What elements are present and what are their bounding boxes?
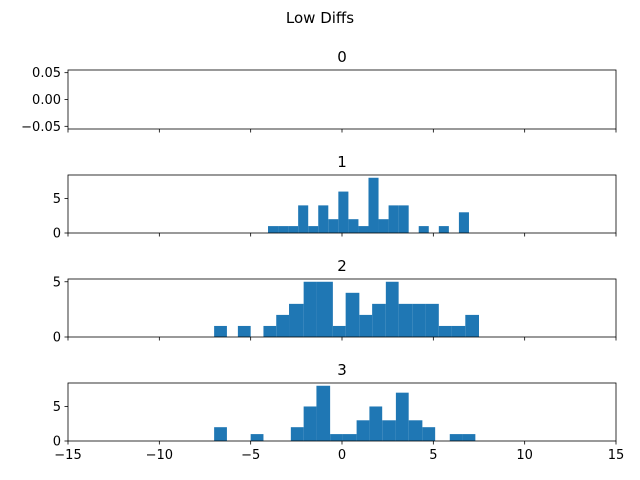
- histogram-bar: [378, 219, 389, 233]
- histogram-bar: [438, 226, 449, 233]
- histogram-bar: [368, 177, 379, 233]
- histogram-bar: [214, 427, 227, 441]
- histogram-bar: [359, 314, 373, 337]
- histogram-bar: [332, 325, 346, 337]
- histogram-bar: [395, 392, 409, 441]
- histogram-bar: [356, 420, 370, 441]
- subplot-1: 1 0 5: [53, 153, 617, 242]
- x-tick-label: 0: [338, 448, 346, 463]
- histogram-bar: [237, 325, 251, 337]
- histogram-bar: [316, 281, 333, 337]
- x-tick-label: −10: [146, 448, 173, 463]
- histogram-bar: [369, 406, 383, 441]
- histogram-bar: [345, 292, 360, 337]
- y-tick-label: 5: [53, 275, 61, 290]
- histogram-bar: [276, 314, 290, 337]
- histogram-bar: [388, 205, 399, 233]
- histogram-bar: [330, 434, 343, 441]
- histogram-bar: [425, 303, 439, 337]
- histogram-bar: [412, 303, 426, 337]
- histogram-bar: [449, 434, 463, 441]
- histogram-bar: [268, 226, 279, 233]
- x-tick-label: −15: [54, 448, 81, 463]
- histogram-bar: [214, 325, 227, 337]
- subplot-title: 1: [337, 153, 347, 171]
- x-tick-label: −5: [241, 448, 260, 463]
- y-tick-label: 0.00: [32, 93, 61, 108]
- axes-frame: [67, 69, 617, 130]
- histogram-bar: [290, 427, 304, 441]
- x-tick-label: 15: [608, 448, 625, 463]
- subplot-title: 3: [337, 361, 347, 379]
- histogram-bar: [458, 212, 469, 233]
- histogram-bar: [342, 434, 357, 441]
- histogram-bar: [348, 219, 359, 233]
- histogram-bar: [451, 325, 466, 337]
- subplot-0: 0 0.05 0.00 −0.05: [21, 48, 617, 135]
- histogram-bar: [308, 226, 319, 233]
- histogram-bar: [289, 303, 304, 337]
- axes-frame: [67, 382, 617, 442]
- histogram-bar: [372, 303, 386, 337]
- y-tick-label: 5: [53, 192, 61, 207]
- figure-title: Low Diffs: [286, 9, 354, 27]
- histogram-bar: [263, 325, 277, 337]
- subplot-title: 0: [337, 48, 347, 66]
- histogram-bar: [298, 205, 309, 233]
- x-tick-label: 10: [516, 448, 533, 463]
- histogram-bar: [288, 226, 299, 233]
- histogram-bar: [398, 205, 409, 233]
- histogram-bar: [465, 314, 479, 337]
- y-tick-label: 5: [53, 400, 61, 415]
- histogram-bar: [382, 420, 396, 441]
- histogram-bar: [398, 303, 413, 337]
- histogram-bar: [438, 325, 452, 337]
- histogram-bar: [462, 434, 476, 441]
- histogram-bar: [250, 434, 264, 441]
- y-tick-label: 0: [53, 227, 61, 242]
- y-tick-label: 0: [53, 435, 61, 450]
- histogram-bar: [408, 420, 423, 441]
- subplot-title: 2: [337, 257, 347, 275]
- histogram-bar: [418, 226, 429, 233]
- subplot-3: 3 −15 −10 −5 0 5 10 15 0 5: [53, 361, 625, 463]
- x-tick-label: 5: [429, 448, 437, 463]
- histogram-bar: [385, 281, 399, 337]
- histogram-bar: [278, 226, 289, 233]
- histogram-bar: [316, 385, 331, 441]
- histogram-bar: [338, 191, 349, 233]
- y-tick-label: 0: [53, 331, 61, 346]
- histogram-bar: [303, 406, 317, 441]
- y-tick-label: −0.05: [21, 120, 61, 135]
- histogram-bar: [303, 281, 317, 337]
- histogram-bar: [422, 427, 436, 441]
- histogram-bar: [358, 226, 369, 233]
- histogram-bar: [318, 205, 329, 233]
- subplot-2: 2 0 5: [53, 257, 617, 346]
- y-tick-label: 0.05: [32, 66, 61, 81]
- histogram-bar: [328, 219, 339, 233]
